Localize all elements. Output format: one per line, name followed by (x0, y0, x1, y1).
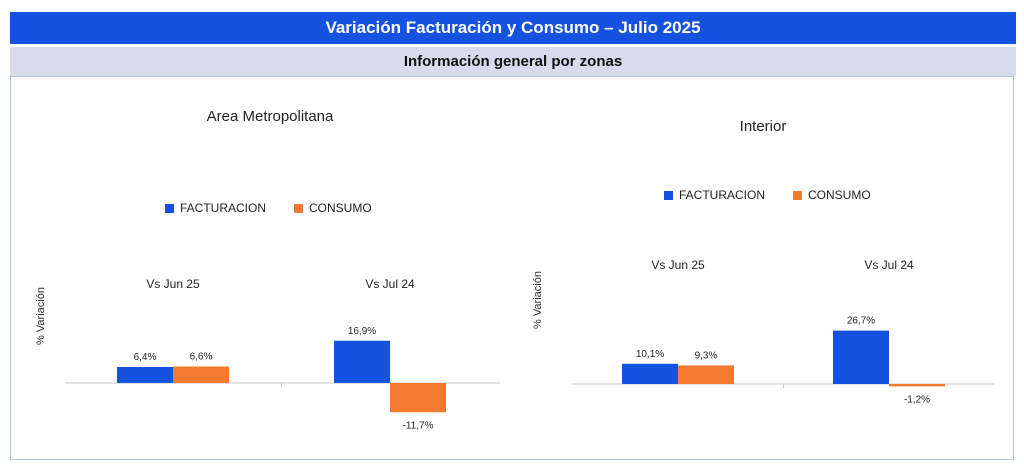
chart-interior: Interior FACTURACION CONSUMO % Variación… (512, 78, 1012, 458)
legend-item-facturacion: FACTURACION (165, 201, 266, 215)
charts-panel (10, 76, 1014, 460)
bar-consumo (889, 384, 945, 387)
bar-consumo (678, 365, 734, 384)
bar-facturacion (117, 367, 173, 383)
chart-legend: FACTURACION CONSUMO (165, 201, 400, 215)
legend-label-consumo: CONSUMO (808, 188, 871, 202)
legend-item-consumo: CONSUMO (793, 188, 871, 202)
category-label: Vs Jun 25 (146, 277, 200, 291)
legend-label-facturacion: FACTURACION (180, 201, 267, 215)
chart-title: Interior (739, 118, 787, 135)
category-label: Vs Jul 24 (365, 277, 415, 291)
legend-swatch-consumo (294, 203, 304, 213)
category-label: Vs Jul 24 (864, 258, 914, 272)
report-subtitle: Información general por zonas (10, 47, 1016, 76)
category-label: Vs Jun 25 (651, 258, 705, 272)
legend-swatch-consumo (793, 190, 803, 200)
bar-consumo (390, 383, 446, 413)
report-title: Variación Facturación y Consumo – Julio … (10, 12, 1016, 44)
legend-swatch-facturacion (165, 203, 174, 213)
data-label: 6,6% (190, 352, 213, 363)
chart-area-metropolitana: Area Metropolitana FACTURACION CONSUMO %… (10, 78, 510, 458)
legend-label-consumo: CONSUMO (309, 201, 372, 215)
data-label: 6,4% (134, 352, 157, 363)
data-label: -11,7% (403, 420, 434, 431)
chart-title: Area Metropolitana (206, 108, 334, 125)
chart-legend: FACTURACION CONSUMO (664, 188, 899, 202)
data-label: 16,9% (348, 326, 376, 337)
bar-facturacion (622, 363, 678, 384)
data-label: 10,1% (636, 349, 664, 360)
legend-swatch-facturacion (664, 190, 673, 200)
bar-facturacion (334, 340, 390, 383)
bar-facturacion (833, 330, 889, 384)
chart-plot: Vs Jun 25 6,4% 6,6% Vs Jul 24 16,9% -11,7% (65, 277, 500, 431)
chart-plot: Vs Jun 25 10,1% 9,3% Vs Jul 24 26,7% -1,2% (572, 258, 994, 405)
legend-label-facturacion: FACTURACION (679, 188, 766, 202)
legend-item-facturacion: FACTURACION (664, 188, 765, 202)
data-label: -1,2% (904, 394, 930, 405)
legend-item-consumo: CONSUMO (294, 201, 372, 215)
data-label: 9,3% (695, 350, 718, 361)
data-label: 26,7% (847, 316, 875, 327)
bar-consumo (173, 366, 229, 383)
